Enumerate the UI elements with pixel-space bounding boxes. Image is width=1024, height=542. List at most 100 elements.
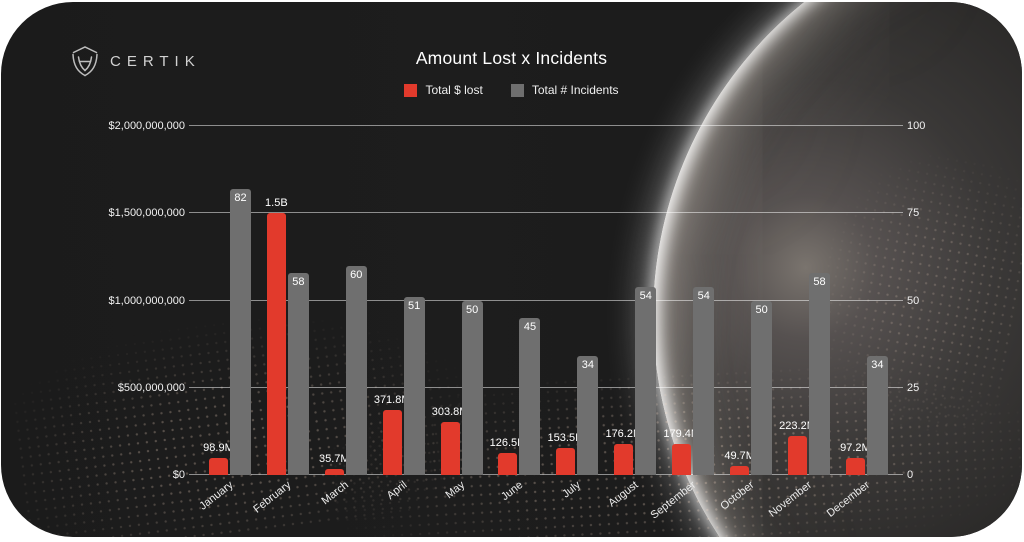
- bar-incidents-may: 50: [461, 300, 483, 475]
- y-left-tick: $0: [172, 469, 185, 481]
- bar-total-lost-august: 176.2M: [605, 428, 642, 475]
- legend-item-lost: Total $ lost: [404, 83, 483, 97]
- bar-total-lost-november: 223.2M: [779, 420, 816, 475]
- incident-count-label: 51: [408, 300, 421, 313]
- bar-group-september: 179.4M 54: [663, 126, 715, 475]
- y-right-tick: 25: [907, 381, 920, 394]
- bar-total-lost-may: 303.8M: [432, 406, 468, 475]
- legend-item-incidents: Total # Incidents: [510, 83, 619, 97]
- y-right-tick: 75: [907, 207, 920, 220]
- bar-total-lost-february: 1.5B: [265, 197, 288, 475]
- x-tick-march: March: [319, 479, 352, 508]
- bar-total-lost-september: 179.4M: [663, 428, 700, 475]
- legend-label: Total # Incidents: [531, 83, 619, 97]
- incident-count-label: 54: [697, 289, 710, 302]
- bar-incidents-march: 60: [345, 265, 367, 475]
- x-tick-april: April: [384, 479, 410, 503]
- incident-count-label: 34: [871, 359, 884, 372]
- bar-group-april: 371.8M 51: [374, 126, 425, 475]
- amount-lost-label: 153.5M: [547, 432, 585, 445]
- gridline: [189, 125, 903, 126]
- bar-group-october: 49.7M 50: [724, 126, 773, 475]
- legend-label: Total $ lost: [425, 83, 483, 97]
- amount-lost-label: 176.2M: [605, 428, 643, 441]
- chart-legend: Total $ lost Total # Incidents: [1, 83, 1022, 97]
- x-tick-october: October: [718, 479, 757, 513]
- bar-total-lost-march: 35.7M: [319, 453, 350, 475]
- gridline: [189, 386, 903, 388]
- gridline: [189, 212, 903, 214]
- y-left-tick: $2,000,000,000: [108, 120, 185, 132]
- bar-group-february: 1.5B 58: [265, 126, 309, 475]
- x-tick-september: September: [648, 479, 699, 522]
- amount-lost-label: 97.2M: [840, 442, 871, 455]
- incident-count-label: 60: [350, 268, 363, 281]
- legend-swatch-icon: [404, 83, 418, 97]
- bar-incidents-december: 34: [866, 356, 888, 475]
- legend-swatch-icon: [510, 83, 524, 97]
- incident-count-label: 58: [813, 275, 826, 288]
- x-tick-january: January: [197, 479, 236, 513]
- bar-incidents-january: 82: [229, 188, 251, 475]
- incident-count-label: 54: [639, 289, 652, 302]
- bar-total-lost-december: 97.2M: [840, 442, 871, 475]
- y-right-tick: 0: [907, 469, 914, 481]
- bar-group-june: 126.5M 45: [490, 126, 541, 475]
- x-tick-february: February: [251, 479, 294, 516]
- certik-logo: CERTIK: [69, 44, 201, 78]
- bar-incidents-june: 45: [519, 317, 541, 475]
- y-left-tick: $500,000,000: [117, 381, 185, 394]
- incident-count-label: 50: [755, 303, 768, 316]
- bar-group-march: 35.7M 60: [319, 126, 367, 475]
- bar-total-lost-july: 153.5M: [548, 432, 584, 475]
- bar-total-lost-june: 126.5M: [490, 437, 526, 475]
- gridlines: [189, 125, 903, 475]
- y-right-tick: 50: [907, 294, 920, 307]
- bar-total-lost-october: 49.7M: [724, 450, 755, 475]
- amount-lost-label: 35.7M: [318, 452, 350, 465]
- amount-lost-label: 98.9M: [203, 441, 234, 454]
- amount-lost-label: 1.5B: [265, 197, 288, 210]
- y-axis-left-dollars: $0 $500,000,000 $1,000,000,000 $1,500,000,0…: [1, 120, 185, 481]
- bar-group-may: 303.8M 50: [432, 126, 483, 475]
- incident-count-label: 34: [581, 359, 595, 372]
- bar-total-lost-april: 371.8M: [374, 394, 411, 475]
- bar-group-december: 97.2M 34: [840, 126, 888, 475]
- bar-incidents-april: 51: [403, 297, 425, 475]
- brand-name: CERTIK: [110, 52, 201, 70]
- amount-lost-label: 371.8M: [373, 394, 411, 407]
- bar-incidents-february: 58: [287, 272, 309, 475]
- incident-count-label: 82: [234, 191, 247, 204]
- certik-shield-icon: [69, 44, 101, 78]
- incident-count-label: 50: [465, 303, 479, 316]
- chart-plot: 98.9M 82 1.5B 58 35.7M 60 371.8M 51 303.8M 50 126.…: [201, 126, 896, 475]
- x-tick-december: December: [825, 479, 873, 520]
- bar-group-august: 176.2M 54: [605, 126, 657, 475]
- incident-count-label: 45: [523, 320, 537, 333]
- x-tick-may: May: [443, 479, 468, 502]
- amount-lost-label: 179.4M: [663, 427, 701, 440]
- y-axis-right-incidents: 0 25 50 75 100: [907, 120, 987, 481]
- y-right-tick: 100: [907, 120, 926, 132]
- y-left-tick: $1,500,000,000: [108, 207, 185, 220]
- bar-total-lost-january: 98.9M: [203, 442, 234, 475]
- bar-group-november: 223.2M 58: [779, 126, 831, 475]
- x-tick-august: August: [606, 479, 641, 510]
- bar-incidents-august: 54: [635, 286, 657, 475]
- bar-incidents-november: 58: [809, 272, 831, 475]
- bar-group-january: 98.9M 82: [203, 126, 251, 475]
- chart-title: Amount Lost x Incidents: [415, 48, 608, 68]
- x-tick-november: November: [767, 479, 815, 520]
- x-tick-june: June: [498, 479, 525, 504]
- amount-lost-label: 49.7M: [724, 450, 755, 463]
- y-left-tick: $1,000,000,000: [108, 294, 185, 307]
- bar-incidents-september: 54: [693, 286, 715, 475]
- amount-lost-label: 223.2M: [779, 420, 816, 433]
- gridline: [189, 474, 903, 475]
- gridline: [189, 299, 903, 301]
- amount-lost-label: 126.5M: [489, 436, 527, 449]
- bar-incidents-july: 34: [577, 356, 599, 475]
- bar-group-july: 153.5M 34: [548, 126, 599, 475]
- incident-count-label: 58: [292, 275, 305, 288]
